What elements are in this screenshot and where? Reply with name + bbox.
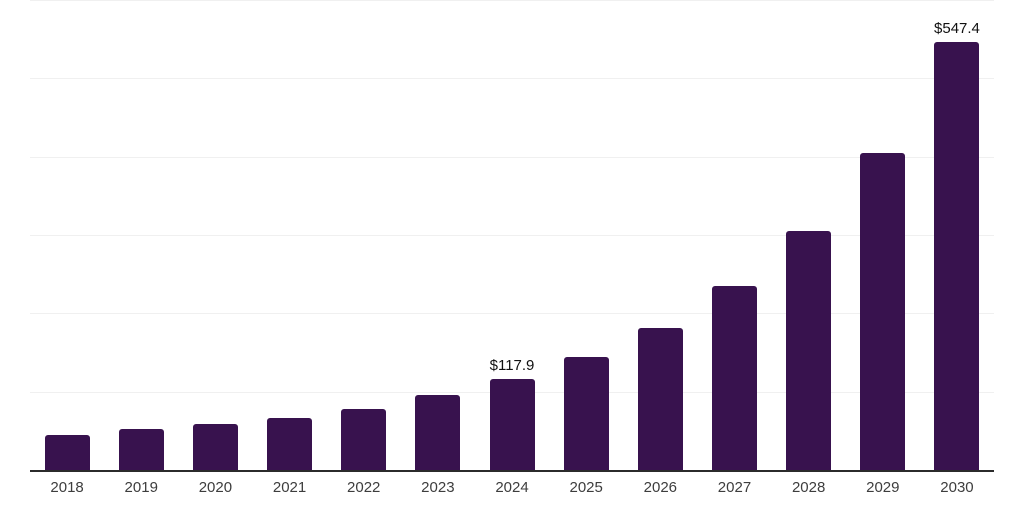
x-tick-2027: 2027 bbox=[717, 479, 752, 496]
gridline-500 bbox=[30, 78, 994, 80]
bar-2029 bbox=[860, 153, 906, 471]
bar-2026 bbox=[637, 327, 683, 471]
x-tick-2030: 2030 bbox=[940, 479, 974, 496]
bar-slot-2020 bbox=[178, 1, 252, 471]
x-tick-2019: 2019 bbox=[124, 479, 158, 496]
bar-slot-2024: $117.9 bbox=[475, 1, 549, 471]
bar-slot-2029 bbox=[846, 1, 920, 471]
x-axis-line bbox=[30, 470, 994, 472]
bar-2027 bbox=[711, 286, 757, 471]
x-tick-2029: 2029 bbox=[866, 479, 900, 496]
bar-slot-2023 bbox=[401, 1, 475, 471]
bar-2023 bbox=[415, 395, 461, 471]
bar-slot-2030: $547.4 bbox=[920, 1, 994, 471]
bar-slot-2027 bbox=[697, 1, 771, 471]
bar-2024 bbox=[489, 378, 535, 471]
bar-2028 bbox=[786, 231, 832, 471]
bar-2018 bbox=[44, 435, 90, 471]
x-tick-2020: 2020 bbox=[198, 479, 233, 496]
bar-value-label-2030: $547.4 bbox=[934, 20, 980, 38]
x-tick-2024: 2024 bbox=[495, 479, 529, 496]
gridline-300 bbox=[30, 235, 994, 236]
x-tick-2022: 2022 bbox=[347, 479, 381, 496]
bar-2021 bbox=[267, 417, 313, 471]
x-tick-2023: 2023 bbox=[421, 479, 455, 496]
bar-2019 bbox=[118, 428, 164, 471]
bar-slot-2026 bbox=[623, 1, 697, 471]
bar-slot-2019 bbox=[104, 1, 178, 471]
x-tick-2021: 2021 bbox=[272, 479, 307, 496]
bar-slot-2018 bbox=[30, 1, 104, 471]
bar-2025 bbox=[563, 356, 609, 471]
x-axis-labels: 2018 2019 2020 2021 2022 2023 2024 2025 2026 2027… bbox=[30, 479, 994, 496]
x-tick-2026: 2026 bbox=[643, 479, 678, 496]
x-tick-2025: 2025 bbox=[569, 479, 603, 496]
bar-2030 bbox=[934, 42, 980, 471]
gridline-600 bbox=[30, 0, 994, 1]
gridline-400 bbox=[30, 156, 994, 158]
bar-slot-2025 bbox=[549, 1, 623, 471]
bars-row: $117.9 $547.4 bbox=[30, 1, 994, 471]
bar-2022 bbox=[341, 409, 387, 471]
bar-slot-2022 bbox=[327, 1, 401, 471]
x-tick-2018: 2018 bbox=[50, 479, 84, 496]
bar-slot-2021 bbox=[252, 1, 326, 471]
plot-area: $117.9 $547.4 bbox=[30, 0, 994, 472]
bar-slot-2028 bbox=[772, 1, 846, 471]
bar-value-label-2024: $117.9 bbox=[489, 356, 535, 374]
gridline-200 bbox=[30, 313, 994, 315]
bar-2020 bbox=[192, 424, 238, 471]
x-tick-2028: 2028 bbox=[791, 479, 826, 496]
